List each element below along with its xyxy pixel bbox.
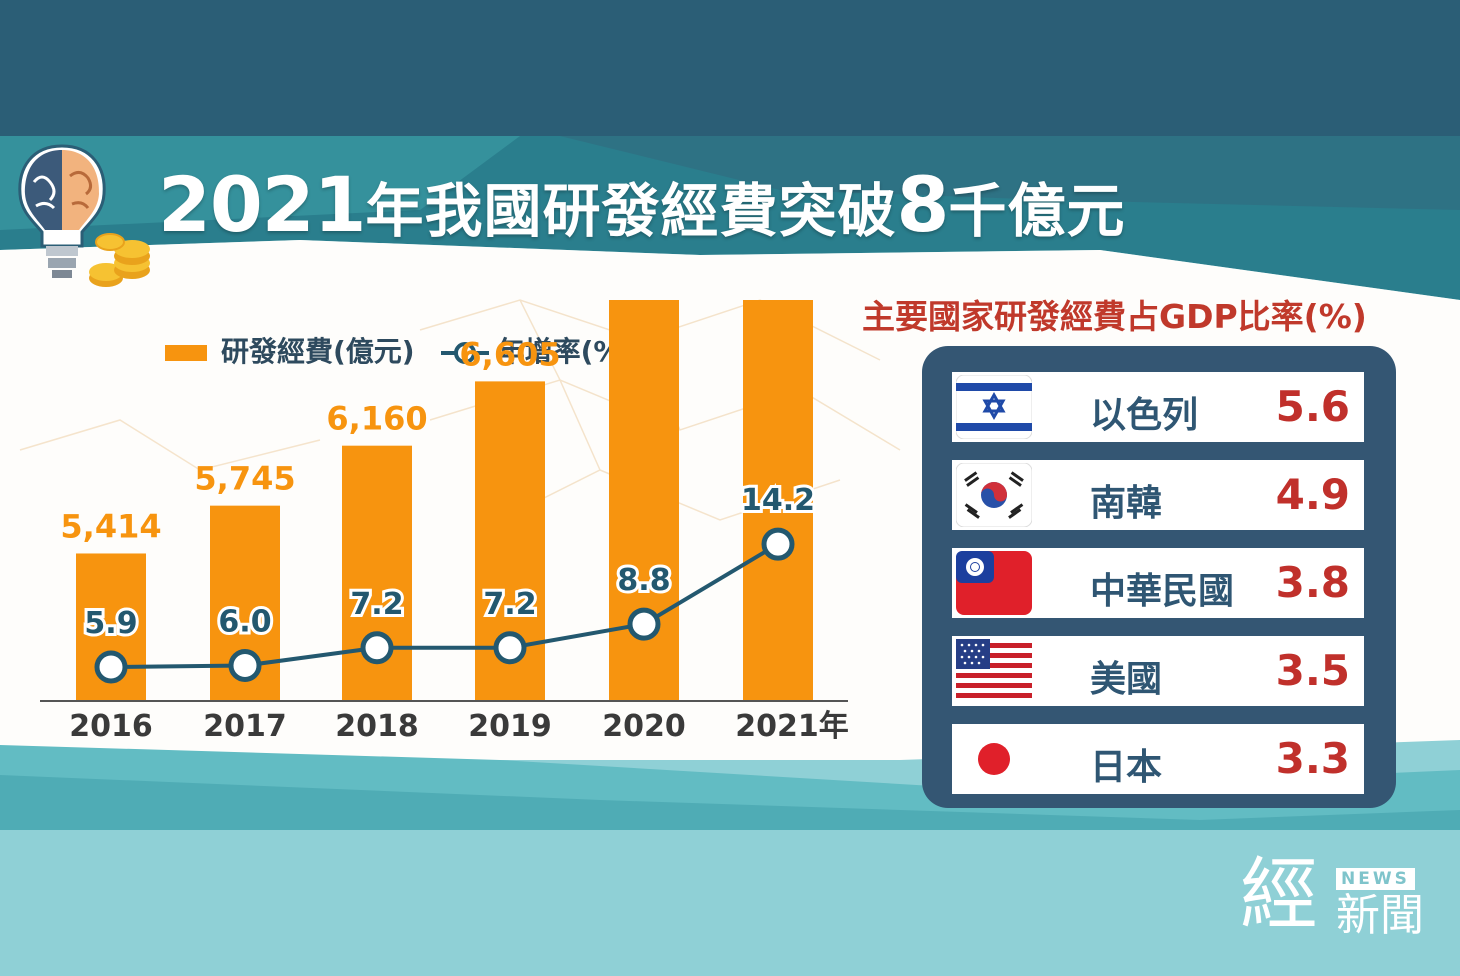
country-value: 3.8 <box>1275 558 1350 607</box>
rd-spending-chart: 5,4145,7456,1606,6057,1888,2062016201720… <box>40 300 849 744</box>
country-row-japan: 日本 3.3 <box>952 724 1364 794</box>
growth-point <box>228 649 262 683</box>
gdp-ratio-title: 主要國家研發經費占GDP比率(%) <box>862 297 1367 336</box>
growth-value-label: 7.2 <box>483 587 536 622</box>
country-name: 日本 <box>1090 747 1163 788</box>
brain-lightbulb-icon <box>18 144 106 278</box>
growth-value-label: 7.2 <box>350 587 403 622</box>
title-text-1: 年我國研發經費突破 <box>365 177 897 245</box>
legend-bar-label: 研發經費(億元) <box>221 335 415 368</box>
south-korea-flag-icon <box>956 463 1032 527</box>
news-logo: 經 NEWS 新聞 <box>1240 856 1430 948</box>
x-tick-label: 2019 <box>468 709 552 744</box>
x-tick-label: 2016 <box>69 709 153 744</box>
japan-flag-icon <box>956 727 1032 791</box>
growth-point <box>360 631 394 665</box>
growth-value-label: 8.8 <box>617 563 670 598</box>
coins-icon <box>89 233 150 287</box>
legend-line-icon <box>440 342 489 364</box>
logo-main: 經 <box>1240 850 1319 940</box>
title-year: 2021 <box>158 160 367 249</box>
growth-value-label: 5.9 <box>84 606 137 641</box>
growth-point <box>493 631 527 665</box>
country-value: 3.3 <box>1275 734 1350 783</box>
growth-line <box>110 542 780 669</box>
bar-value-label: 5,414 <box>60 507 161 545</box>
taiwan-flag-icon <box>956 551 1032 615</box>
country-row-israel: 以色列 5.6 <box>952 372 1364 442</box>
country-name: 以色列 <box>1090 395 1199 436</box>
country-name: 中華民國 <box>1090 571 1235 612</box>
country-row-korea: 南韓 4.9 <box>952 460 1364 530</box>
growth-value-label: 14.2 <box>741 483 815 518</box>
country-value: 3.5 <box>1275 646 1350 695</box>
bar-value-label: 6,605 <box>459 335 560 373</box>
country-value: 5.6 <box>1275 382 1350 431</box>
country-value: 4.9 <box>1275 470 1350 519</box>
legend-bar-swatch <box>165 345 207 361</box>
country-row-usa: 美國 3.5 <box>952 636 1364 706</box>
bar-value-label: 5,745 <box>194 460 295 498</box>
usa-flag-icon <box>956 639 1032 703</box>
bar-2021年 <box>743 300 813 700</box>
logo-news: NEWS <box>1336 868 1415 890</box>
growth-point <box>761 527 795 561</box>
title-number: 8 <box>896 160 950 249</box>
country-row-taiwan: 中華民國 3.8 <box>952 548 1364 618</box>
page-title: 2021年我國研發經費突破8千億元 <box>158 160 1125 260</box>
title-text-2: 千億元 <box>948 177 1126 245</box>
growth-point <box>94 650 128 684</box>
country-name: 美國 <box>1090 659 1163 700</box>
country-name: 南韓 <box>1090 483 1163 524</box>
x-tick-label: 2021年 <box>735 709 849 744</box>
bar-value-label: 6,160 <box>326 400 427 438</box>
growth-value-label: 6.0 <box>218 605 271 640</box>
gdp-ratio-panel: 以色列 5.6 南韓 4.9 中華民國 3.8 美國 3.5 <box>922 346 1396 808</box>
logo-sub: 新聞 <box>1336 890 1424 941</box>
x-tick-label: 2017 <box>203 709 287 744</box>
x-tick-label: 2018 <box>335 709 419 744</box>
israel-flag-icon <box>956 375 1032 439</box>
growth-point <box>627 607 661 641</box>
x-tick-label: 2020 <box>602 709 686 744</box>
